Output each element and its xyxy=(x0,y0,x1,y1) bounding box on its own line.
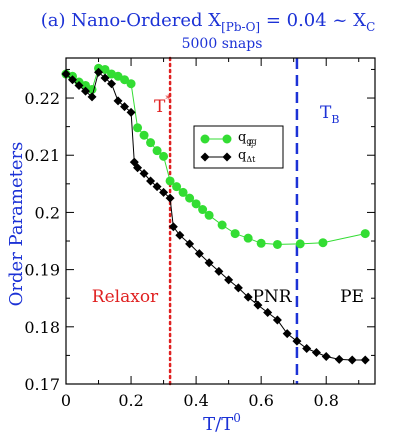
point-s1-30 xyxy=(282,329,292,339)
point-s1-35 xyxy=(334,354,344,364)
point-s1-26 xyxy=(243,292,253,302)
point-s1-6 xyxy=(100,73,110,83)
legend-label-dt: qΔt xyxy=(238,148,256,164)
point-s1-3 xyxy=(81,86,91,96)
x-tick-label-1: 0.2 xyxy=(118,391,143,410)
x-tick-label-4: 0.8 xyxy=(313,391,338,410)
y-tick-label-1: 0.18 xyxy=(24,318,60,337)
point-s1-28 xyxy=(263,308,273,318)
point-s0-6 xyxy=(100,64,110,74)
point-s1-12 xyxy=(133,163,143,173)
point-s1-23 xyxy=(214,266,224,276)
annotation-pnr: PNR xyxy=(252,287,292,307)
plot-frame xyxy=(65,57,376,385)
reference-lines xyxy=(168,56,299,386)
point-s1-9 xyxy=(120,102,130,112)
point-s1-2 xyxy=(74,80,84,90)
point-s0-25 xyxy=(243,233,253,243)
point-s0-15 xyxy=(159,151,169,161)
point-s0-24 xyxy=(230,229,240,239)
legend-marker-dt-2 xyxy=(222,152,232,162)
point-s1-17 xyxy=(165,193,175,203)
point-s0-30 xyxy=(360,229,370,239)
point-s0-11 xyxy=(133,123,143,133)
point-s1-10 xyxy=(126,107,136,117)
point-s0-29 xyxy=(318,238,328,248)
point-s0-13 xyxy=(146,138,156,148)
point-s1-8 xyxy=(113,96,123,106)
point-s0-20 xyxy=(191,199,201,209)
point-s1-24 xyxy=(224,275,234,285)
y-tick-label-5: 0.22 xyxy=(24,89,60,108)
point-s1-22 xyxy=(204,258,214,268)
point-s1-31 xyxy=(292,336,302,346)
point-s1-32 xyxy=(302,344,312,354)
axes: 0 0.2 0.4 0.6 0.8 0.17 0.18 0.19 0.2 0.21 0.22 xyxy=(24,57,376,410)
annotation-relaxor: Relaxor xyxy=(92,287,159,307)
point-s1-1 xyxy=(68,75,78,85)
point-s0-16 xyxy=(165,176,175,186)
point-s0-14 xyxy=(152,146,162,156)
x-axis-label: T/T0 xyxy=(203,411,241,435)
point-s0-23 xyxy=(217,220,227,230)
point-s1-5 xyxy=(94,67,104,77)
chart-subtitle: 5000 snaps xyxy=(182,36,263,52)
legend-label-ggxi: qggξ xyxy=(238,130,257,148)
tstar-label: T* xyxy=(154,93,171,117)
point-s0-21 xyxy=(198,205,208,215)
point-s1-14 xyxy=(146,176,156,186)
point-s0-9 xyxy=(120,75,130,85)
point-s0-19 xyxy=(185,193,195,203)
annotation-pe: PE xyxy=(340,287,364,307)
legend-marker-dt xyxy=(200,152,210,162)
point-s0-17 xyxy=(172,182,182,192)
point-s1-4 xyxy=(87,92,97,102)
point-s1-25 xyxy=(233,283,243,293)
point-s1-7 xyxy=(107,79,117,89)
point-s1-36 xyxy=(347,355,357,365)
point-s1-37 xyxy=(360,355,370,365)
point-s1-29 xyxy=(272,315,282,325)
x-tick-label-2: 0.4 xyxy=(183,391,208,410)
chart-title: (a) Nano-Ordered X[Pb-O] = 0.04 ~ XC xyxy=(41,10,376,34)
legend-box xyxy=(193,125,284,169)
y-tick-label-0: 0.17 xyxy=(24,375,60,394)
legend-marker-ggxi xyxy=(200,134,210,144)
point-s0-27 xyxy=(272,239,282,249)
tb-label: TB xyxy=(320,103,339,126)
point-s1-18 xyxy=(168,222,178,232)
y-tick-label-2: 0.19 xyxy=(24,261,60,280)
point-s0-26 xyxy=(256,238,266,248)
point-s1-19 xyxy=(175,230,185,240)
series-layer xyxy=(61,63,370,365)
legend: qggξ qΔt xyxy=(193,125,284,169)
point-s0-28 xyxy=(295,239,305,249)
point-s0-3 xyxy=(81,80,91,90)
y-tick-label-4: 0.21 xyxy=(24,146,60,165)
legend-marker-ggxi-2 xyxy=(222,134,232,144)
point-s1-33 xyxy=(311,348,321,358)
point-s0-18 xyxy=(178,187,188,197)
point-s1-20 xyxy=(185,239,195,249)
point-s0-22 xyxy=(204,210,214,220)
y-axis-label: Order Parameters xyxy=(6,142,27,307)
point-s1-34 xyxy=(321,352,331,362)
point-s0-10 xyxy=(126,79,136,89)
point-s1-13 xyxy=(139,169,149,179)
x-tick-label-3: 0.6 xyxy=(248,391,273,410)
point-s1-21 xyxy=(194,249,204,259)
x-tick-label-0: 0 xyxy=(61,391,71,410)
point-s1-27 xyxy=(253,300,263,310)
point-s1-16 xyxy=(159,187,169,197)
point-s0-12 xyxy=(139,130,149,140)
y-tick-label-3: 0.2 xyxy=(35,203,60,222)
point-s1-15 xyxy=(152,182,162,192)
